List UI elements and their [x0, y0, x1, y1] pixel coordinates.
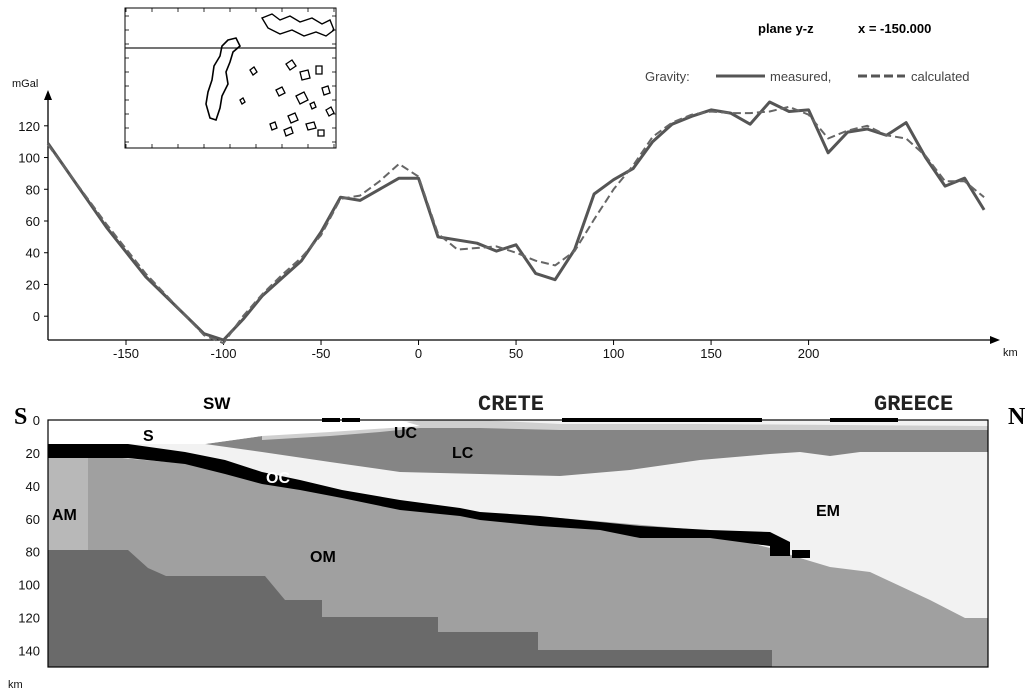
layer-uc — [262, 420, 988, 440]
gravity-y-tick-label: 100 — [18, 151, 40, 166]
layer-label-uc: UC — [394, 425, 418, 442]
gravity-x-tick-label: -150 — [113, 346, 139, 361]
section-y-tick-label: 20 — [26, 446, 40, 461]
section-y-tick-label: 60 — [26, 512, 40, 527]
inset-location-map — [124, 7, 337, 149]
north-marker: N — [1008, 404, 1026, 430]
layer-lc — [205, 426, 988, 476]
gravity-x-tick-label: 200 — [798, 346, 820, 361]
gravity-x-tick-label: 150 — [700, 346, 722, 361]
plane-label: plane y-z — [758, 21, 814, 36]
section-y-tick-label: 80 — [26, 545, 40, 560]
layer-oc-tip — [792, 550, 810, 558]
gravity-x-tick-label: -50 — [312, 346, 331, 361]
layer-label-lc: LC — [452, 445, 474, 462]
section-y-ticks: 0 20 40 60 80 100 120 140 — [18, 413, 40, 659]
legend-prefix: Gravity: — [645, 69, 690, 84]
gravity-y-axis-arrow — [44, 90, 52, 100]
legend-measured-label: measured, — [770, 69, 831, 84]
gravity-y-tick-label: 40 — [26, 246, 40, 261]
gravity-x-tick-label: -100 — [211, 346, 237, 361]
section-y-tick-label: 0 — [33, 413, 40, 428]
gravity-y-tick-label: 80 — [26, 182, 40, 197]
gravity-y-axis-label: mGal — [12, 78, 38, 90]
section-y-axis-label: km — [8, 679, 23, 691]
legend-calculated-label: calculated — [911, 69, 970, 84]
layer-deep — [48, 550, 772, 667]
section-y-tick-label: 140 — [18, 644, 40, 659]
gravity-x-tick-label: 0 — [415, 346, 422, 361]
region-label-sw: SW — [203, 394, 231, 413]
gravity-y-tick-label: 20 — [26, 277, 40, 292]
layer-label-oc: OC — [266, 470, 290, 487]
gravity-y-tick-label: 120 — [18, 119, 40, 134]
gravity-x-axis-label: km — [1003, 347, 1018, 359]
layer-s — [48, 420, 420, 444]
gravity-x-tick-label: 100 — [603, 346, 625, 361]
gravity-x-axis-arrow — [990, 336, 1000, 344]
layer-am — [48, 455, 88, 550]
south-marker: S — [14, 404, 27, 430]
layer-label-am: AM — [52, 507, 77, 524]
gravity-series-calculated — [47, 105, 985, 345]
gravity-y-tick-label: 60 — [26, 214, 40, 229]
legend: Gravity: measured, calculated — [645, 69, 970, 84]
gravity-plot: mGal km 0 20 40 60 80 100 120 -150 -100 -50 0 50 10… — [12, 78, 1018, 361]
section-y-tick-label: 120 — [18, 611, 40, 626]
layer-label-em: EM — [816, 503, 840, 520]
section-frame — [47, 419, 989, 668]
gravity-x-tick-label: 50 — [509, 346, 523, 361]
inset-frame — [124, 7, 337, 149]
region-label-crete: CRETE — [478, 392, 544, 417]
section-y-tick-label: 100 — [18, 578, 40, 593]
inset-coastline-crete — [205, 37, 241, 122]
layer-oc — [48, 444, 790, 556]
region-label-greece: GREECE — [874, 392, 953, 417]
gravity-y-tick-label: 0 — [33, 309, 40, 324]
gravity-y-ticks: 0 20 40 60 80 100 120 — [18, 119, 48, 324]
crustal-cross-section: 0 20 40 60 80 100 120 140 km S N SW CRETE GREEC… — [8, 392, 1026, 691]
section-y-tick-label: 40 — [26, 479, 40, 494]
layer-label-s: S — [143, 428, 154, 445]
position-label: x = -150.000 — [858, 21, 931, 36]
inset-islands — [239, 59, 335, 137]
gravity-series — [46, 100, 986, 345]
gravity-x-ticks: -150 -100 -50 0 50 100 150 200 — [113, 340, 819, 361]
inset-coastline-greece — [260, 13, 335, 37]
gravity-series-measured — [46, 100, 986, 342]
layer-label-om: OM — [310, 549, 336, 566]
